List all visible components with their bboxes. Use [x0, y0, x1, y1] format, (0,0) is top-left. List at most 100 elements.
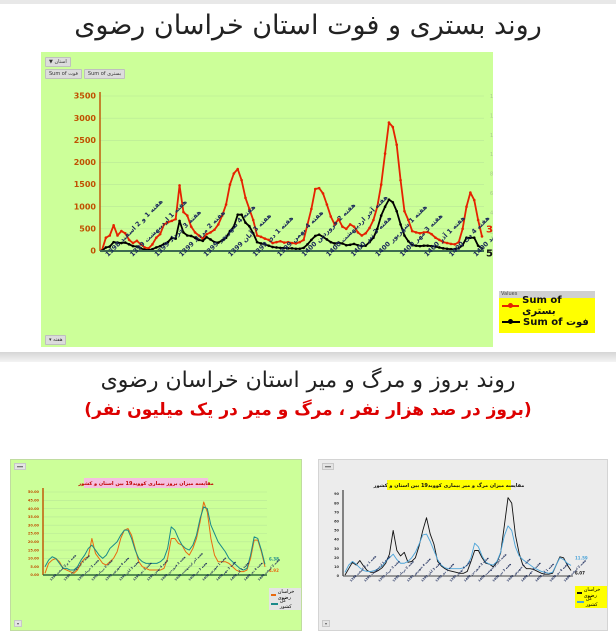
data-point — [352, 242, 356, 246]
province-filter-button[interactable]: ▼ استان — [45, 57, 71, 67]
data-point — [422, 231, 426, 234]
data-point — [310, 207, 313, 211]
y-tick-label: 20.00 — [28, 540, 40, 544]
data-point — [449, 247, 453, 251]
week-axis-button[interactable]: ▾ هفته — [45, 335, 67, 345]
data-point — [104, 246, 108, 249]
data-point — [255, 240, 259, 244]
series-line — [44, 501, 266, 574]
y-tick-label: 5.00 — [30, 565, 39, 569]
data-point — [472, 236, 476, 240]
data-point — [120, 229, 123, 233]
data-point — [445, 241, 449, 245]
data-point — [275, 246, 278, 249]
y-tick-label: 0.00 — [30, 573, 39, 577]
data-point — [197, 238, 201, 242]
data-point — [279, 246, 282, 250]
data-point — [158, 244, 162, 248]
data-point — [108, 245, 112, 248]
data-point — [368, 226, 371, 230]
chart-field-tag[interactable]: ▾▾▾ — [14, 463, 27, 470]
data-point — [290, 241, 294, 245]
data-point — [333, 242, 336, 245]
data-point — [123, 241, 127, 244]
y-tick-label: 2500 — [74, 136, 97, 145]
data-point — [387, 198, 391, 201]
data-point — [189, 234, 193, 238]
data-point — [228, 183, 232, 186]
data-point — [108, 234, 112, 237]
data-point — [259, 242, 263, 245]
data-point — [356, 231, 360, 234]
data-point — [426, 244, 430, 247]
data-point — [178, 219, 181, 223]
data-point — [135, 239, 139, 243]
data-point — [127, 238, 131, 242]
incidence-chart: 0.00 5.00 10.00 15.00 20.00 25.00 30.00 35.00 40… — [28, 478, 281, 582]
y-tick-label: 40.00 — [28, 507, 40, 511]
y-tick-label: 30 — [334, 547, 339, 551]
y-tick-label: 45.00 — [28, 498, 40, 502]
data-point — [337, 217, 340, 221]
data-point — [217, 223, 220, 226]
data-point — [383, 152, 387, 155]
data-point — [399, 178, 402, 182]
field-button-deaths[interactable]: Sum of فوت — [45, 69, 82, 79]
section-title-incidence-mortality: روند بروز و مرگ و میر استان خراسان رضوی — [100, 368, 516, 393]
y-tick-label: 10.00 — [28, 557, 40, 561]
chart-field-tag[interactable]: ▾▾▾ — [322, 463, 335, 470]
data-point — [321, 192, 325, 195]
y-tick-label: 35.00 — [28, 515, 40, 519]
chart-axis-tag[interactable]: ▾ — [14, 620, 23, 627]
data-point — [209, 231, 212, 234]
y-tick-label: 1500 — [74, 180, 97, 189]
data-point — [244, 196, 247, 200]
data-point — [154, 246, 158, 249]
data-point — [248, 207, 251, 211]
data-point — [376, 205, 379, 209]
data-point — [158, 232, 162, 236]
data-point — [143, 246, 146, 249]
data-point — [220, 214, 224, 217]
data-point — [236, 167, 240, 171]
data-point — [438, 238, 441, 242]
y-tick-label: 20 — [334, 556, 339, 560]
y-tick-label: 50.00 — [28, 490, 40, 494]
data-point — [104, 236, 108, 240]
data-point — [453, 247, 457, 251]
chart-axis-tag[interactable]: ▾ — [322, 620, 331, 627]
data-point — [294, 242, 298, 245]
data-point — [306, 223, 309, 226]
legend-swatch-teal — [271, 602, 278, 605]
data-point — [224, 203, 228, 206]
data-point — [162, 223, 166, 226]
data-point — [469, 236, 472, 240]
data-point — [372, 236, 375, 240]
data-point — [469, 191, 472, 194]
y-tick-label: 3000 — [74, 114, 97, 123]
data-point — [379, 214, 383, 217]
legend-label-country: کل کشور — [585, 595, 598, 608]
data-point — [286, 240, 290, 244]
filter-icon: ▼ — [49, 59, 53, 65]
legend-item-hospitalized: Sum of بستری — [499, 295, 595, 317]
data-point — [438, 246, 441, 249]
y-tick-label: 10 — [334, 565, 339, 569]
data-point — [263, 243, 267, 246]
field-button-hospitalized[interactable]: Sum of بستری — [83, 69, 126, 79]
data-point — [348, 223, 352, 226]
y-tick-label: 70 — [334, 510, 339, 514]
data-point — [449, 242, 453, 246]
data-point — [434, 245, 437, 248]
data-point — [352, 225, 356, 228]
legend-swatch-black — [577, 591, 582, 594]
data-point — [251, 231, 255, 235]
chart-legend: Values Sum of بستری Sum of فوت — [499, 291, 595, 333]
legend-swatch-orange — [271, 593, 276, 596]
data-point — [313, 187, 317, 191]
province-filter-label: استان — [54, 59, 67, 65]
chart-title: مقایسه میزان بروز بیماری کووید19 بین است… — [77, 478, 214, 488]
data-point — [465, 236, 468, 240]
data-point — [232, 172, 236, 175]
legend-swatch-red — [502, 303, 520, 308]
